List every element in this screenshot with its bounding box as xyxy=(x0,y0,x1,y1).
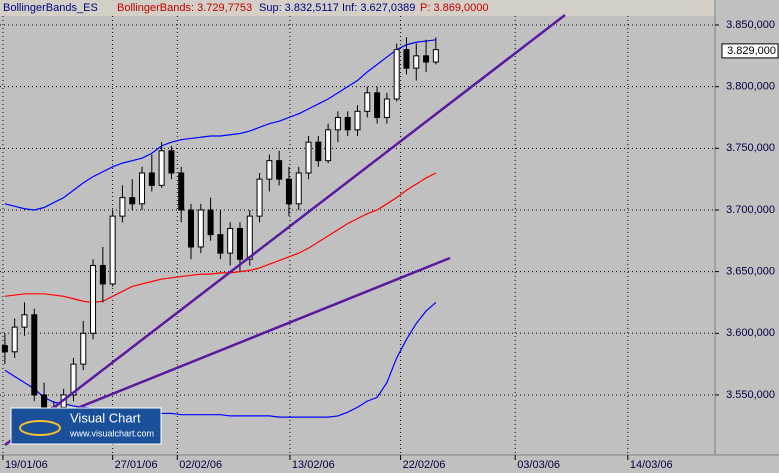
x-tick-label: 19/01/06 xyxy=(5,459,48,471)
candle-body xyxy=(246,215,253,260)
band-line xyxy=(4,172,437,304)
candle-body xyxy=(364,92,371,112)
candle-body xyxy=(197,209,204,248)
candle-body xyxy=(227,227,234,254)
last-price-label: 3.829,000 xyxy=(727,45,776,57)
candle-body xyxy=(129,197,136,205)
x-tick-label: 27/01/06 xyxy=(115,459,158,471)
logo-title: Visual Chart xyxy=(70,410,141,425)
band-line xyxy=(4,39,436,211)
candle-body xyxy=(236,227,243,260)
candle-body xyxy=(393,49,400,100)
candle-body xyxy=(99,264,106,285)
candle-body xyxy=(119,197,126,217)
y-tick-label: 3.700,000 xyxy=(726,204,775,216)
x-tick-label: 02/02/06 xyxy=(179,459,222,471)
header-sup: Sup: 3.832,5117 xyxy=(259,2,339,14)
candle-body xyxy=(256,178,263,217)
candle-body xyxy=(168,150,175,174)
header-inf: Inf: 3.627,0389 xyxy=(342,2,415,14)
y-tick-label: 3.650,000 xyxy=(726,266,775,278)
candle-body xyxy=(70,363,77,396)
candle-body xyxy=(334,116,341,131)
candle-body xyxy=(217,234,224,254)
plot xyxy=(0,16,715,455)
candle-body xyxy=(432,49,439,63)
candle-body xyxy=(139,172,146,205)
candle-body xyxy=(423,55,430,63)
trend-line xyxy=(59,256,451,417)
candle-body xyxy=(403,49,410,69)
candle-body xyxy=(315,141,322,162)
logo-url: www.visualchart.com xyxy=(69,428,154,438)
candle-body xyxy=(266,160,273,180)
candle-body xyxy=(109,215,116,285)
candle-body xyxy=(11,326,18,353)
x-tick-label: 03/03/06 xyxy=(517,459,560,471)
candle-body xyxy=(187,209,194,248)
candle-body xyxy=(325,129,332,162)
candle-body xyxy=(31,314,38,396)
last-price-box xyxy=(721,43,779,59)
candle-body xyxy=(285,178,292,205)
x-tick-label: 14/03/06 xyxy=(630,459,673,471)
y-tick-label: 3.850,000 xyxy=(726,19,775,31)
header-symbol: BollingerBands_ES xyxy=(3,2,98,14)
x-tick-label: 22/02/06 xyxy=(403,459,446,471)
candle-body xyxy=(413,55,420,69)
candle-body xyxy=(374,92,381,118)
candle-body xyxy=(276,160,283,180)
logo-box xyxy=(10,407,162,445)
y-tick-label: 3.550,000 xyxy=(726,389,775,401)
candle-body xyxy=(178,172,185,211)
candle-body xyxy=(158,150,165,186)
candle-body xyxy=(21,314,28,328)
candle-body xyxy=(305,141,312,174)
logo: Visual Chart www.visualchart.com xyxy=(10,407,162,445)
candle-body xyxy=(80,332,87,365)
y-tick-label: 3.800,000 xyxy=(726,81,775,93)
candle-body xyxy=(354,110,361,131)
candle-body xyxy=(90,264,97,334)
candle-body xyxy=(295,172,302,205)
band-line xyxy=(4,302,437,418)
x-tick-label: 13/02/06 xyxy=(292,459,335,471)
header-indicator: BollingerBands: 3.729,7753 xyxy=(117,2,252,14)
header-bar xyxy=(0,0,715,16)
y-tick-label: 3.600,000 xyxy=(726,327,775,339)
candle-body xyxy=(1,345,8,353)
trend-line xyxy=(4,14,566,446)
logo-icon xyxy=(19,420,61,436)
candle-body xyxy=(148,172,155,186)
candle-body xyxy=(344,116,351,131)
candle-body xyxy=(383,98,390,118)
candle-body xyxy=(207,209,214,236)
y-tick-label: 3.750,000 xyxy=(726,142,775,154)
header-price: P: 3.869,0000 xyxy=(420,2,489,14)
